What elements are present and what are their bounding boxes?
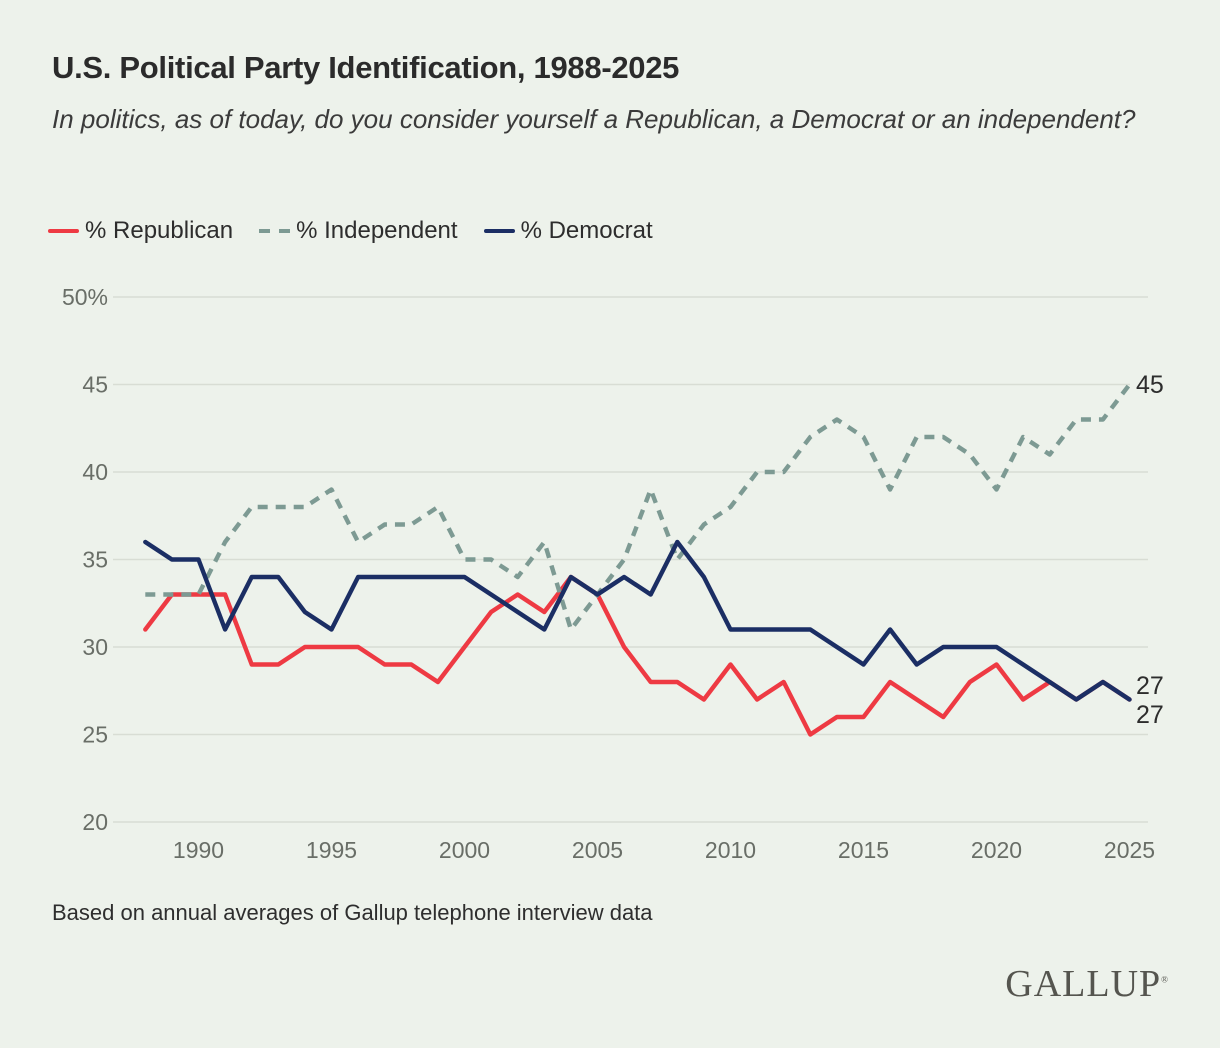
- legend-item-republican: % Republican: [48, 217, 233, 245]
- source-note: Based on annual averages of Gallup telep…: [52, 900, 653, 925]
- x-tick-label-2025: 2025: [1104, 837, 1155, 863]
- y-tick-label-50: 50%: [62, 284, 108, 310]
- gallup-logo-text: GALLUP: [1005, 963, 1162, 1005]
- x-tick-label-2020: 2020: [971, 837, 1022, 863]
- survey-question-subtitle: In politics, as of today, do you conside…: [52, 104, 1136, 134]
- x-tick-label-2000: 2000: [439, 837, 490, 863]
- y-tick-label-45: 45: [82, 372, 108, 398]
- end-label-republican: 27: [1136, 701, 1164, 729]
- legend-swatch-solid-line: [483, 228, 515, 234]
- x-tick-label-2005: 2005: [572, 837, 623, 863]
- y-tick-label-30: 30: [82, 634, 108, 660]
- democrat-line: [143, 539, 1132, 702]
- y-tick-label-25: 25: [82, 722, 108, 748]
- page-title: U.S. Political Party Identification, 198…: [52, 50, 680, 85]
- x-tick-label-1995: 1995: [306, 837, 357, 863]
- legend-label: % Independent: [296, 217, 458, 244]
- legend-item-independent: % Independent: [259, 217, 458, 245]
- legend-swatch-dashed-line: [259, 228, 291, 234]
- y-tick-label-20: 20: [82, 809, 108, 835]
- legend-label: % Republican: [85, 217, 234, 244]
- legend-label: % Democrat: [520, 217, 653, 244]
- legend-swatch-solid-line: [48, 228, 79, 234]
- y-tick-label-40: 40: [82, 459, 108, 485]
- gallup-logo: GALLUP®: [1005, 962, 1168, 1006]
- end-label-democrat: 27: [1136, 672, 1164, 700]
- y-tick-label-35: 35: [82, 547, 108, 573]
- end-label-independent: 45: [1136, 371, 1164, 399]
- legend-item-democrat: % Democrat: [483, 217, 653, 245]
- chart-legend: % Republican % Independent % Democrat: [48, 217, 653, 245]
- x-tick-label-2010: 2010: [705, 837, 756, 863]
- registered-mark: ®: [1161, 974, 1168, 985]
- x-tick-label-2015: 2015: [838, 837, 889, 863]
- independent-line: [145, 383, 1132, 632]
- x-tick-label-1990: 1990: [173, 837, 224, 863]
- republican-line: [143, 574, 1132, 737]
